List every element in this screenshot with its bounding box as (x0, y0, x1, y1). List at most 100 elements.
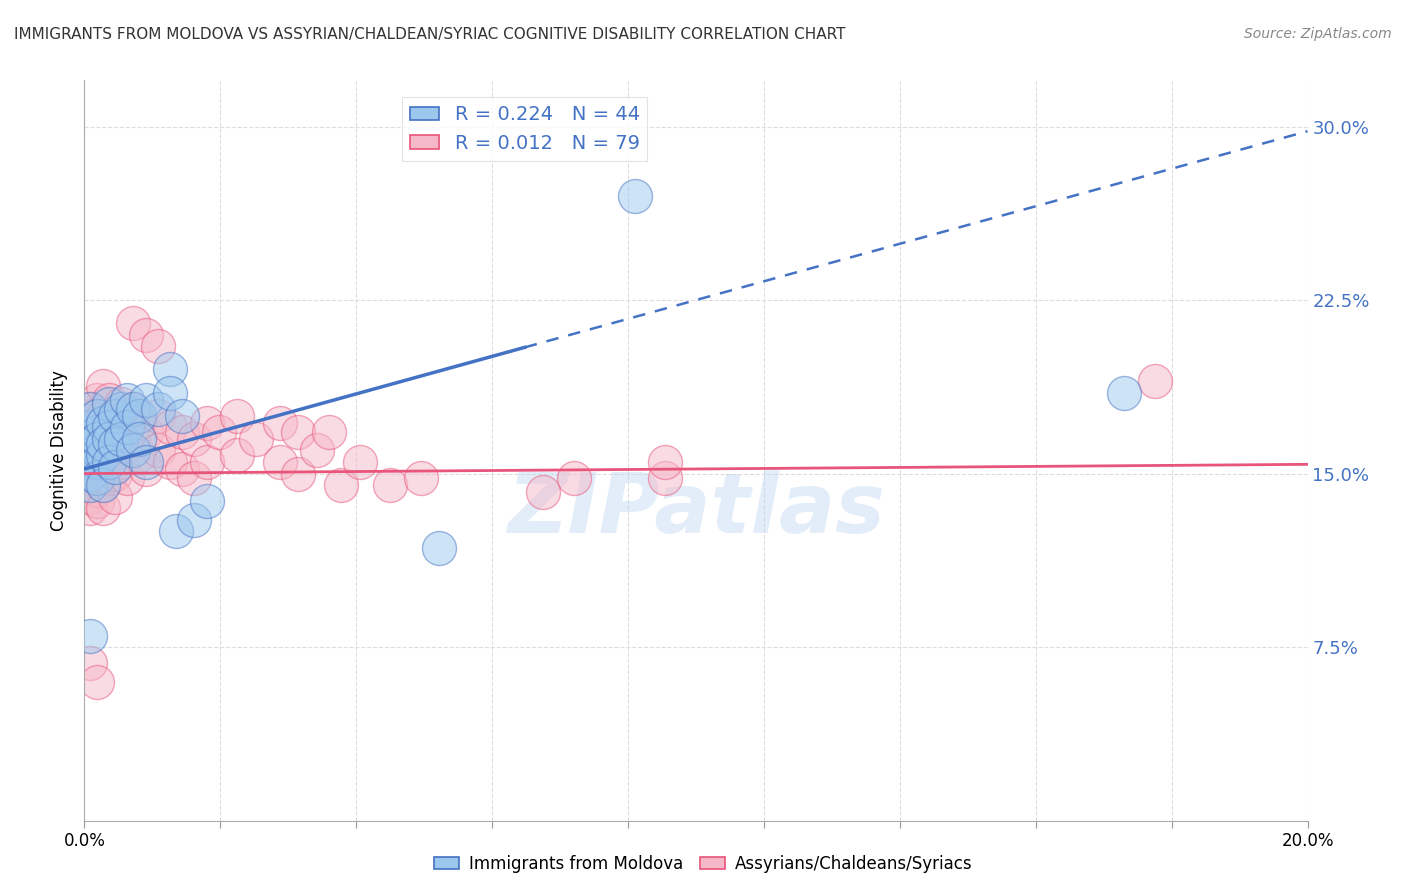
Point (183, 471, 205, 485)
Point (91, 478, 114, 492)
Point (86, 448, 108, 462)
Point (91, 436, 114, 450)
Point (104, 436, 127, 450)
Point (409, 471, 432, 485)
Point (79, 448, 101, 462)
Point (115, 439, 138, 453)
Point (159, 420, 181, 434)
Point (172, 462, 194, 476)
Point (115, 392, 138, 407)
Point (135, 425, 157, 439)
Point (91, 478, 114, 492)
Point (531, 485, 554, 500)
Point (104, 459, 127, 474)
Point (115, 471, 138, 485)
Point (97, 432, 120, 446)
Point (97, 448, 120, 462)
Point (79, 409, 101, 423)
Point (159, 362, 181, 376)
Point (91, 409, 114, 423)
Point (86, 471, 108, 485)
Point (86, 443, 108, 458)
Point (269, 455, 291, 469)
Point (172, 409, 194, 423)
Point (165, 524, 187, 539)
Point (79, 478, 101, 492)
Point (624, 189, 647, 203)
Point (97, 397, 120, 411)
Point (79, 467, 101, 481)
Point (128, 432, 150, 446)
Point (79, 471, 101, 485)
Point (159, 455, 181, 469)
Point (330, 478, 353, 492)
Point (97, 420, 120, 434)
Point (104, 432, 127, 446)
Point (79, 432, 101, 446)
Point (122, 401, 145, 416)
Point (122, 316, 145, 330)
Text: Source: ZipAtlas.com: Source: ZipAtlas.com (1244, 27, 1392, 41)
Point (79, 439, 101, 453)
Point (226, 409, 249, 423)
Point (86, 674, 108, 689)
Point (115, 409, 138, 423)
Point (427, 541, 450, 555)
Point (115, 420, 138, 434)
Point (79, 420, 101, 434)
Point (79, 455, 101, 469)
Point (110, 455, 132, 469)
Y-axis label: Cognitive Disability: Cognitive Disability (51, 370, 69, 531)
Point (318, 425, 340, 439)
Point (562, 471, 585, 485)
Point (91, 448, 114, 462)
Point (104, 467, 127, 481)
Point (287, 425, 309, 439)
Point (91, 432, 114, 446)
Point (91, 455, 114, 469)
Point (91, 501, 114, 516)
Point (79, 490, 101, 504)
Point (86, 432, 108, 446)
Point (654, 471, 676, 485)
Point (104, 490, 127, 504)
Point (104, 409, 127, 423)
Point (79, 401, 101, 416)
Point (146, 401, 169, 416)
Point (91, 378, 114, 392)
Point (86, 455, 108, 469)
Point (305, 443, 328, 458)
Point (86, 467, 108, 481)
Point (183, 513, 205, 527)
Point (97, 392, 120, 407)
Point (128, 448, 150, 462)
Point (172, 425, 194, 439)
Text: ZIPatlas: ZIPatlas (508, 469, 884, 550)
Point (287, 467, 309, 481)
Point (245, 432, 267, 446)
Point (195, 416, 218, 430)
Point (1143, 374, 1166, 388)
Point (110, 432, 132, 446)
Point (86, 392, 108, 407)
Point (97, 455, 120, 469)
Point (349, 455, 371, 469)
Point (91, 416, 114, 430)
Point (122, 432, 145, 446)
Point (86, 425, 108, 439)
Legend: R = 0.224   N = 44, R = 0.012   N = 79: R = 0.224 N = 44, R = 0.012 N = 79 (402, 97, 647, 161)
Point (195, 455, 218, 469)
Point (226, 448, 249, 462)
Point (86, 409, 108, 423)
Point (86, 409, 108, 423)
Point (135, 327, 157, 342)
Point (135, 392, 157, 407)
Point (79, 657, 101, 671)
Point (86, 443, 108, 458)
Point (380, 478, 402, 492)
Point (79, 416, 101, 430)
Legend: Immigrants from Moldova, Assyrians/Chaldeans/Syriacs: Immigrants from Moldova, Assyrians/Chald… (427, 848, 979, 880)
Point (654, 455, 676, 469)
Point (128, 416, 150, 430)
Point (97, 471, 120, 485)
